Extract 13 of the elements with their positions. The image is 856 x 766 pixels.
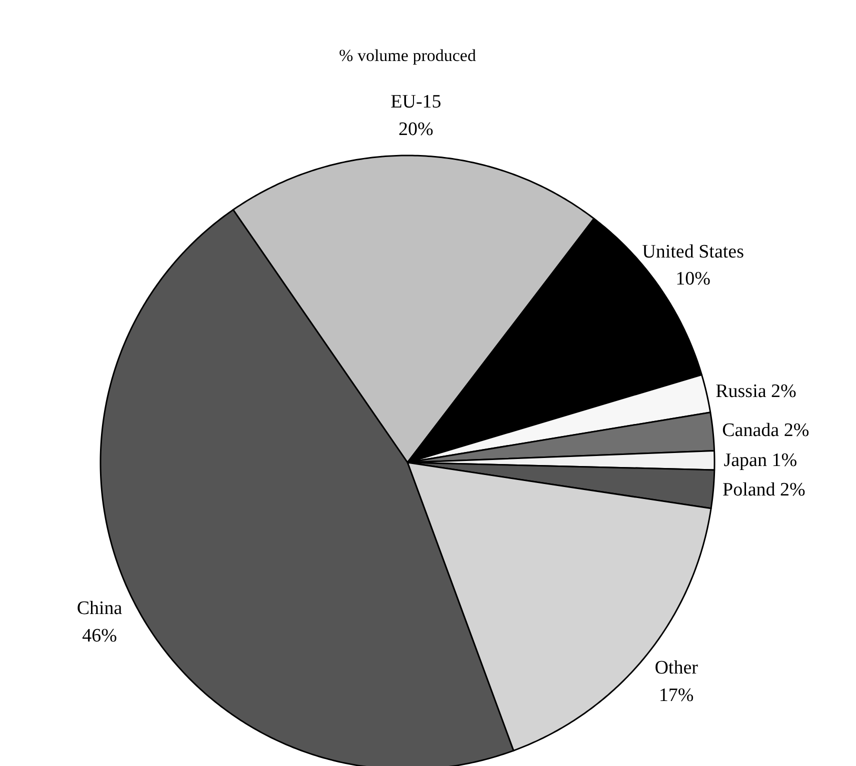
- data-label: 17%: [658, 684, 694, 706]
- slice-label: Japan 1%: [724, 450, 798, 471]
- data-label: 46%: [82, 625, 118, 646]
- data-label: 20%: [398, 118, 434, 140]
- slice-label: EU-15: [390, 92, 442, 113]
- data-label: 10%: [676, 268, 711, 290]
- slice-label: China: [76, 598, 123, 619]
- chart-title: % volume produced: [339, 46, 476, 65]
- slice-label: United States: [642, 241, 744, 262]
- slice-label: Canada 2%: [722, 420, 810, 442]
- slice-label: Other: [654, 658, 699, 679]
- slice-label: Russia 2%: [716, 380, 797, 402]
- slice-label: Poland 2%: [722, 480, 806, 501]
